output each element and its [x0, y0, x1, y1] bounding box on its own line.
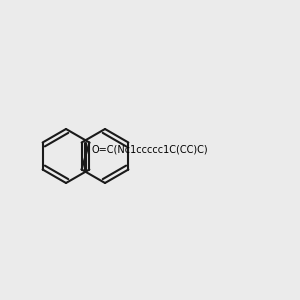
Text: O=C(Nc1ccccc1C(CC)C): O=C(Nc1ccccc1C(CC)C) — [92, 145, 208, 155]
